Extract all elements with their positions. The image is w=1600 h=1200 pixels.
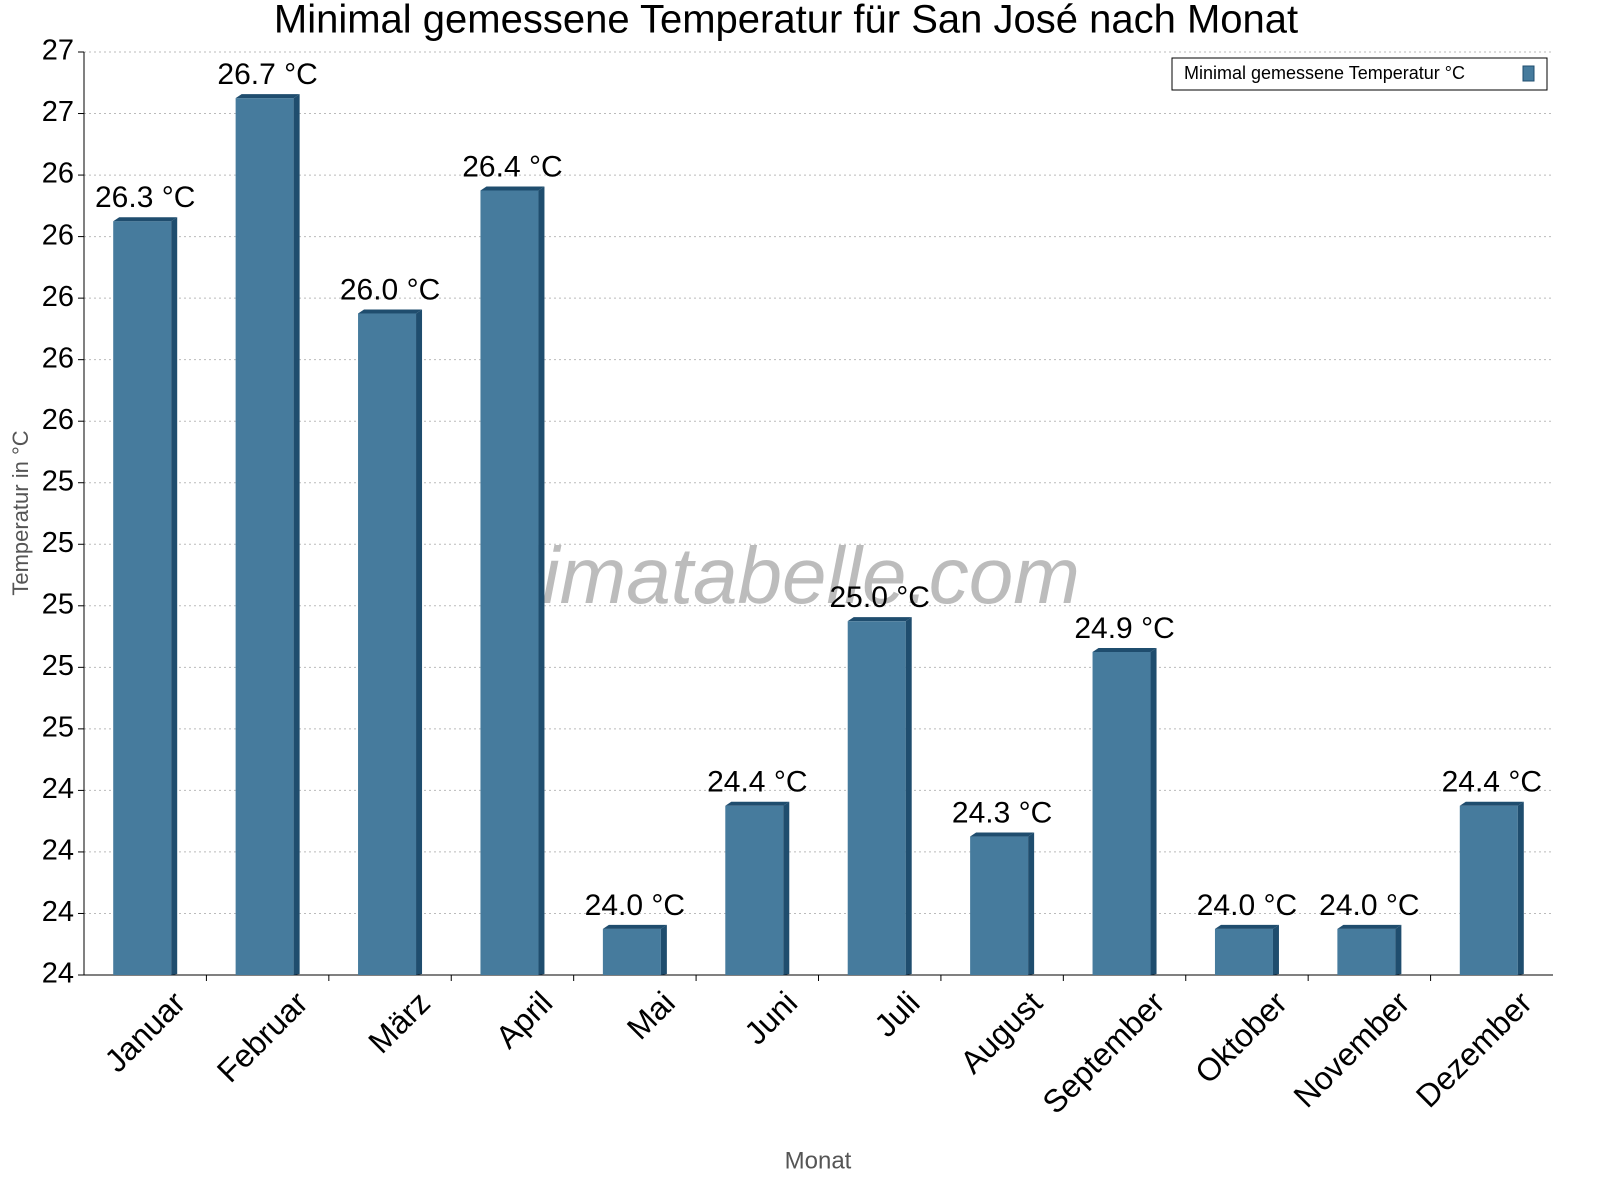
legend-label: Minimal gemessene Temperatur °C — [1184, 63, 1465, 83]
x-axis-label: Monat — [785, 1147, 852, 1174]
data-label: 24.0 °C — [1197, 889, 1297, 922]
y-tick-label: 26 — [42, 281, 74, 313]
chart-title: Minimal gemessene Temperatur für San Jos… — [274, 0, 1298, 42]
legend: Minimal gemessene Temperatur °C — [1171, 57, 1548, 91]
y-tick-label: 24 — [42, 958, 74, 990]
bar-side — [293, 94, 300, 975]
data-label: 26.0 °C — [340, 273, 440, 306]
bar-top — [602, 924, 667, 929]
bar-top — [1214, 924, 1279, 929]
y-tick-label: 26 — [42, 219, 74, 251]
bar-side — [416, 309, 423, 975]
legend-box — [1171, 57, 1548, 91]
bar — [113, 221, 172, 975]
bar-side — [1272, 924, 1279, 975]
bar — [725, 805, 784, 975]
y-tick-label: 24 — [42, 773, 74, 805]
bar-top — [847, 617, 912, 622]
bar — [480, 190, 539, 975]
bar-side — [905, 617, 912, 975]
y-tick-label: 24 — [42, 896, 74, 928]
y-tick-label: 26 — [42, 404, 74, 436]
y-tick-label: 26 — [42, 342, 74, 374]
data-label: 24.4 °C — [1442, 766, 1542, 799]
bar-top — [113, 217, 178, 222]
legend-swatch — [1522, 65, 1535, 82]
bar-side — [171, 217, 178, 975]
bar-side — [1517, 801, 1524, 975]
data-label: 26.3 °C — [95, 181, 195, 214]
bar-side — [660, 924, 667, 975]
bar-top — [480, 186, 545, 191]
bar-side — [1028, 832, 1035, 975]
bar — [1214, 928, 1273, 975]
data-label: 24.0 °C — [1319, 889, 1419, 922]
bar — [358, 313, 417, 975]
bar-top — [1092, 647, 1157, 652]
bar-top — [970, 832, 1035, 837]
data-label: 26.4 °C — [462, 150, 562, 183]
y-tick-label: 25 — [42, 650, 74, 682]
bar-top — [1337, 924, 1402, 929]
y-tick-label: 27 — [42, 35, 74, 67]
y-tick-label: 25 — [42, 588, 74, 620]
bar — [970, 836, 1029, 975]
y-tick-label: 25 — [42, 527, 74, 559]
data-label: 26.7 °C — [217, 58, 317, 91]
y-tick-label: 25 — [42, 712, 74, 744]
bar-top — [358, 309, 423, 314]
y-axis-label: Temperatur in °C — [8, 430, 33, 595]
bar — [1459, 805, 1518, 975]
y-tick-label: 24 — [42, 835, 74, 867]
bar — [1092, 651, 1151, 975]
bar — [602, 928, 661, 975]
bar-top — [725, 801, 790, 806]
bar — [1337, 928, 1396, 975]
data-label: 24.0 °C — [585, 889, 685, 922]
bar-top — [1459, 801, 1524, 806]
data-label: 25.0 °C — [830, 581, 930, 614]
bar-side — [538, 186, 545, 975]
bar-top — [235, 94, 300, 99]
watermark: klimatabelle.com — [484, 531, 1080, 620]
data-label: 24.3 °C — [952, 796, 1052, 829]
bar-side — [1395, 924, 1402, 975]
y-tick-label: 27 — [42, 96, 74, 128]
bar — [235, 98, 294, 975]
bar-side — [783, 801, 790, 975]
y-tick-label: 25 — [42, 465, 74, 497]
data-label: 24.4 °C — [707, 766, 807, 799]
data-label: 24.9 °C — [1074, 612, 1174, 645]
y-tick-label: 26 — [42, 158, 74, 190]
bar — [847, 621, 906, 975]
bar-side — [1150, 647, 1157, 975]
